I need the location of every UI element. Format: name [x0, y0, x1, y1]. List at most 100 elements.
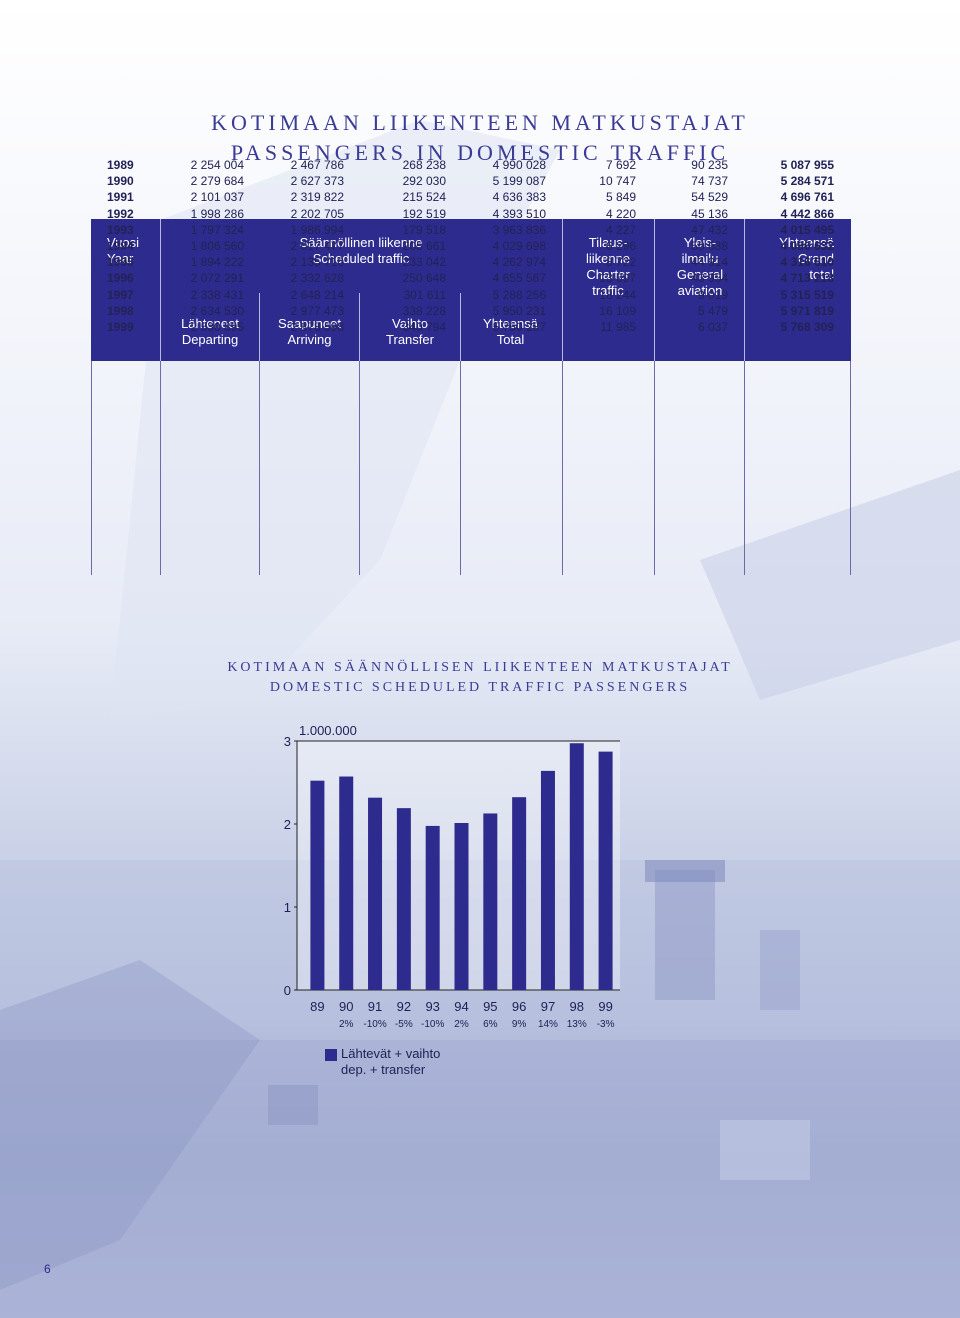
- table-cell: 2 202 705: [290, 206, 344, 221]
- change-label: 6%: [483, 1019, 498, 1030]
- change-label: 13%: [567, 1019, 587, 1030]
- change-label: -3%: [597, 1019, 615, 1030]
- divider: [654, 219, 655, 361]
- table-cell: 8 722: [605, 255, 636, 270]
- header-total: Yhteensä Total: [483, 316, 538, 347]
- legend-label-en: dep. + transfer: [341, 1062, 426, 1077]
- table-cell: 4 393 510: [492, 206, 546, 221]
- divider: [562, 361, 563, 575]
- divider: [850, 361, 851, 575]
- table-cell: 1991: [107, 190, 134, 205]
- table-header: Vuosi Year Säännöllinen liikenne Schedul…: [91, 219, 851, 361]
- x-tick-label: 97: [541, 999, 555, 1014]
- header-arriving: Saapuneet Arriving: [278, 316, 341, 347]
- chart-title-fi: KOTIMAAN SÄÄNNÖLLISEN LIIKENTEEN MATKUST…: [227, 660, 733, 675]
- change-label: 9%: [512, 1019, 527, 1030]
- header-scheduled: Säännöllinen liikenne Scheduled traffic: [299, 235, 423, 266]
- table-cell: 2 627 373: [290, 174, 344, 189]
- table-cell: 1994: [107, 239, 134, 254]
- table-cell: 233 042: [402, 255, 446, 270]
- chart-title-en: DOMESTIC SCHEDULED TRAFFIC PASSENGERS: [269, 680, 691, 695]
- table-cell: 2 878 598: [290, 320, 344, 335]
- table-cell: 4 713 218: [780, 271, 834, 286]
- table-cell: 5 087 955: [780, 158, 834, 172]
- divider: [562, 219, 563, 361]
- change-label: 2%: [454, 1019, 469, 1030]
- table-cell: 2 017 477: [290, 239, 344, 254]
- divider: [359, 293, 360, 361]
- bar-98: [569, 743, 584, 990]
- divider: [259, 293, 260, 361]
- table-cell: 4 636 383: [492, 190, 546, 205]
- change-label: 14%: [538, 1019, 558, 1030]
- x-tick-label: 92: [397, 999, 411, 1014]
- table-cell: 2 254 004: [190, 158, 244, 172]
- table-cell: 215 524: [402, 190, 446, 205]
- column-transfer: 268 238 292 030 215 524 192 519 179 518 205 6…: [362, 157, 446, 335]
- table-cell: 11 985: [600, 320, 636, 335]
- table-cell: 250 648: [402, 271, 446, 286]
- x-tick-label: 95: [483, 999, 497, 1014]
- table-cell: 2 279 684: [190, 174, 244, 189]
- table-cell: 5 750 287: [492, 320, 546, 335]
- change-label: -10%: [421, 1019, 444, 1030]
- bar-92: [396, 808, 411, 990]
- change-label: 2%: [339, 1019, 354, 1030]
- x-tick-label: 90: [339, 999, 353, 1014]
- page-title-fi: KOTIMAAN LIIKENTEEN MATKUSTAJAT: [211, 110, 749, 135]
- table-cell: 4 655 567: [492, 271, 546, 286]
- change-label: -10%: [363, 1019, 386, 1030]
- column-grand-total: 5 087 955 5 284 571 4 696 761 4 442 866 4 01…: [740, 157, 834, 335]
- y-tick-label: 2: [284, 817, 291, 832]
- table-cell: 340 794: [402, 320, 446, 335]
- column-year: 1989 1990 1991 1992 1993 1994 1995 1996 1997 1998…: [107, 157, 147, 335]
- x-tick-label: 94: [454, 999, 468, 1014]
- divider: [259, 361, 260, 575]
- table-cell: 2 977 473: [290, 303, 344, 318]
- y-tick-label: 1: [284, 900, 291, 915]
- bar-91: [368, 797, 383, 990]
- table-cell: 1990: [107, 174, 134, 189]
- table-cell: 5 950 231: [492, 303, 546, 318]
- divider: [91, 361, 92, 575]
- table-cell: 16 109: [599, 303, 636, 318]
- header-transfer: Vaihto Transfer: [386, 316, 434, 347]
- table-cell: 5 971 819: [780, 303, 834, 318]
- bar-94: [454, 823, 469, 990]
- bar-97: [540, 770, 555, 990]
- change-label: -5%: [395, 1019, 413, 1030]
- table-cell: 2 101 037: [190, 190, 244, 205]
- y-tick-label: 0: [284, 983, 291, 998]
- legend-label-fi: Lähtevät + vaihto: [341, 1046, 441, 1061]
- table-cell: 2 338 431: [190, 287, 244, 302]
- table-cell: 13 697: [599, 271, 636, 286]
- table-cell: 5 284 571: [780, 174, 834, 189]
- column-charter: 7 692 10 747 5 849 4 220 4 227 6 296 8 722 13 6…: [554, 157, 636, 335]
- column-arriving: 2 467 786 2 627 373 2 319 822 2 202 705 1 98…: [260, 157, 344, 335]
- table-cell: 44 914: [691, 255, 728, 270]
- table-cell: 268 238: [402, 158, 446, 172]
- table-cell: 90 235: [691, 158, 728, 172]
- bar-95: [483, 813, 498, 990]
- table-cell: 18 244: [599, 287, 636, 302]
- table-cell: 2 467 786: [290, 158, 344, 172]
- table-cell: 6 037: [697, 320, 728, 335]
- divider: [359, 361, 360, 575]
- table-cell: 1999: [107, 320, 134, 335]
- table-cell: 50 638: [691, 239, 728, 254]
- table-cell: 1997: [107, 287, 134, 302]
- divider: [744, 219, 745, 361]
- header-grand-total: Yhteensä Grand total: [779, 235, 834, 282]
- table-cell: 5 199 087: [492, 174, 546, 189]
- table-cell: 4 220: [605, 206, 636, 221]
- table-cell: 301 611: [403, 287, 447, 302]
- table-cell: 1995: [107, 255, 134, 270]
- table-cell: 4 227: [605, 222, 636, 237]
- table-cell: 9 019: [697, 287, 728, 302]
- bar-99: [598, 751, 613, 990]
- divider: [744, 361, 745, 575]
- table-cell: 5 288 256: [492, 287, 546, 302]
- table-cell: 2 530 895: [190, 320, 244, 335]
- x-tick-label: 93: [425, 999, 439, 1014]
